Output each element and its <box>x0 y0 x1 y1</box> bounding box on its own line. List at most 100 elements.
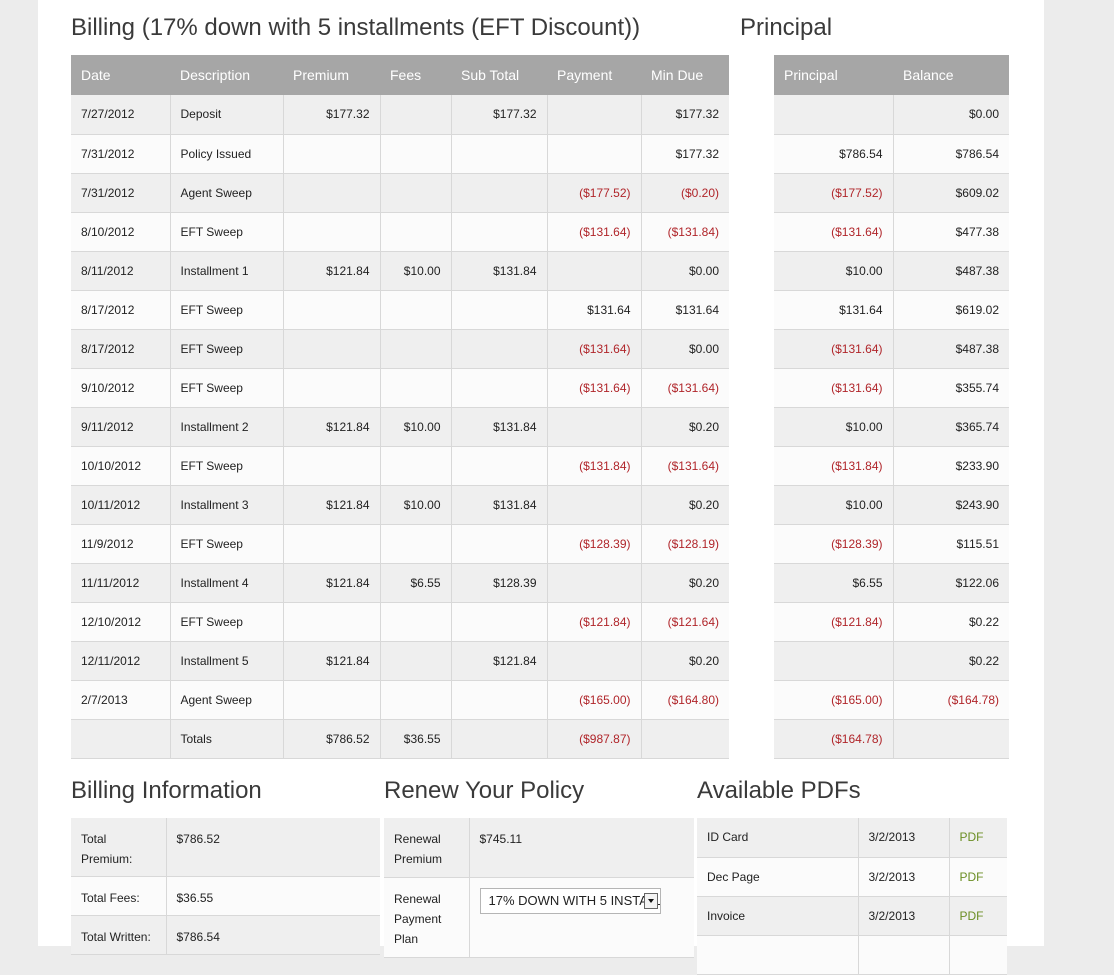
billing-cell: Installment 2 <box>170 407 284 447</box>
billing-row: 2/7/2013 Agent Sweep ($165.00) ($164.80) <box>71 680 729 720</box>
pdf-download-link[interactable]: PDF <box>959 869 984 884</box>
principal-cell: ($165.00) <box>774 680 894 720</box>
principal-cell: $131.64 <box>774 290 894 330</box>
principal-row: $0.22 <box>774 641 1009 681</box>
billing-cell: $6.55 <box>380 563 452 603</box>
billing-cell: 7/31/2012 <box>71 173 171 213</box>
pdf-name: Dec Page <box>697 857 859 897</box>
billing-cell: Deposit <box>170 95 284 135</box>
pdf-row: Invoice 3/2/2013 PDF <box>697 896 1007 936</box>
renew-title: Renew Your Policy <box>384 777 585 804</box>
pdf-link-cell: PDF <box>949 818 1007 858</box>
principal-title: Principal <box>740 14 833 41</box>
billing-cell: $121.84 <box>283 485 381 525</box>
billing-cell <box>380 290 452 330</box>
billing-row: 11/11/2012 Installment 4 $121.84 $6.55 $128.… <box>71 563 729 603</box>
billing-cell <box>547 641 642 681</box>
billing-cell: 10/11/2012 <box>71 485 171 525</box>
billing-cell: ($131.64) <box>641 368 729 408</box>
principal-row: $10.00 $365.74 <box>774 407 1009 447</box>
billing-cell: $131.84 <box>451 485 548 525</box>
principal-row: ($121.84) $0.22 <box>774 602 1009 642</box>
billing-col-header: Description <box>170 55 283 95</box>
billing-cell: ($131.64) <box>547 368 642 408</box>
billing-cell: $177.32 <box>451 95 548 135</box>
billing-cell: 7/27/2012 <box>71 95 171 135</box>
billing-cell <box>380 602 452 642</box>
payment-plan-label: Renewal Payment Plan <box>384 877 470 958</box>
pdf-download-link[interactable]: PDF <box>959 908 984 923</box>
page-content: Billing (17% down with 5 installments (E… <box>38 0 1044 975</box>
billing-cell <box>547 485 642 525</box>
billing-cell: 9/11/2012 <box>71 407 171 447</box>
renew-table: Renewal Premium $745.11 Renewal Payment … <box>384 818 694 958</box>
total-written-value: $786.54 <box>166 915 380 955</box>
pdf-download-link[interactable]: PDF <box>959 830 984 845</box>
billing-cell: EFT Sweep <box>170 602 284 642</box>
billing-cell <box>547 407 642 447</box>
billing-cell: $121.84 <box>283 563 381 603</box>
billing-cell <box>283 446 381 486</box>
billing-cell: 2/7/2013 <box>71 680 171 720</box>
pdf-name: Invoice <box>697 896 859 936</box>
principal-col-header: Balance <box>893 55 1009 95</box>
billing-cell: ($121.64) <box>641 602 729 642</box>
chevron-down-icon[interactable] <box>643 892 658 909</box>
billing-cell: 11/9/2012 <box>71 524 171 564</box>
principal-table: Principal Balance $0.00 $786.54 $786.54 ($17… <box>774 55 1009 759</box>
principal-cell: ($131.64) <box>774 329 894 369</box>
billing-cell <box>283 329 381 369</box>
principal-cell: $619.02 <box>893 290 1009 330</box>
billing-row: 12/10/2012 EFT Sweep ($121.84) ($121.64) <box>71 602 729 642</box>
billing-cell: Agent Sweep <box>170 680 284 720</box>
billing-cell <box>283 524 381 564</box>
billing-cell: Agent Sweep <box>170 173 284 213</box>
principal-cell: $122.06 <box>893 563 1009 603</box>
principal-row: ($131.84) $233.90 <box>774 446 1009 486</box>
billing-cell: $131.64 <box>641 290 729 330</box>
billing-cell <box>451 212 548 252</box>
total-premium-value: $786.52 <box>166 818 380 877</box>
billing-title: Billing (17% down with 5 installments (E… <box>71 14 641 41</box>
principal-row: $10.00 $243.90 <box>774 485 1009 525</box>
principal-cell: ($131.84) <box>774 446 894 486</box>
billing-cell: Installment 1 <box>170 251 284 291</box>
pdf-link-cell: PDF <box>949 896 1007 936</box>
billing-info-title: Billing Information <box>71 777 262 804</box>
billing-cell: ($128.39) <box>547 524 642 564</box>
billing-col-header: Premium <box>283 55 380 95</box>
total-fees-value: $36.55 <box>166 876 380 916</box>
billing-cell: ($164.80) <box>641 680 729 720</box>
principal-row: $131.64 $619.02 <box>774 290 1009 330</box>
principal-cell: $786.54 <box>774 134 894 174</box>
billing-cell: ($121.84) <box>547 602 642 642</box>
principal-row: ($131.64) $355.74 <box>774 368 1009 408</box>
billing-cell: 7/31/2012 <box>71 134 171 174</box>
pdf-cell <box>697 935 859 975</box>
billing-cell: ($165.00) <box>547 680 642 720</box>
payment-plan-cell: 17% DOWN WITH 5 INSTALLMENTS <box>469 877 694 958</box>
billing-cell <box>451 134 548 174</box>
billing-cell <box>547 134 642 174</box>
principal-cell: ($164.78) <box>893 680 1009 720</box>
billing-cell: $786.52 <box>283 719 381 759</box>
billing-table: Date Description Premium Fees Sub Total Payme… <box>71 55 729 759</box>
payment-plan-select[interactable]: 17% DOWN WITH 5 INSTALLMENTS <box>479 887 661 914</box>
billing-info-row: Total Written: $786.54 <box>71 915 380 955</box>
billing-cell: Policy Issued <box>170 134 284 174</box>
billing-row: 10/10/2012 EFT Sweep ($131.84) ($131.64) <box>71 446 729 486</box>
billing-cell <box>380 212 452 252</box>
billing-cell: 8/10/2012 <box>71 212 171 252</box>
billing-cell: $0.20 <box>641 407 729 447</box>
renew-row: Renewal Premium $745.11 <box>384 818 694 878</box>
principal-cell: $6.55 <box>774 563 894 603</box>
billing-info-row: Total Fees: $36.55 <box>71 876 380 916</box>
billing-cell: $177.32 <box>641 95 729 135</box>
billing-cell: ($131.64) <box>641 446 729 486</box>
billing-cell <box>380 95 452 135</box>
billing-cell <box>380 641 452 681</box>
principal-cell: $0.22 <box>893 602 1009 642</box>
principal-cell: $0.22 <box>893 641 1009 681</box>
billing-cell <box>641 719 729 759</box>
pdf-row: Dec Page 3/2/2013 PDF <box>697 857 1007 897</box>
